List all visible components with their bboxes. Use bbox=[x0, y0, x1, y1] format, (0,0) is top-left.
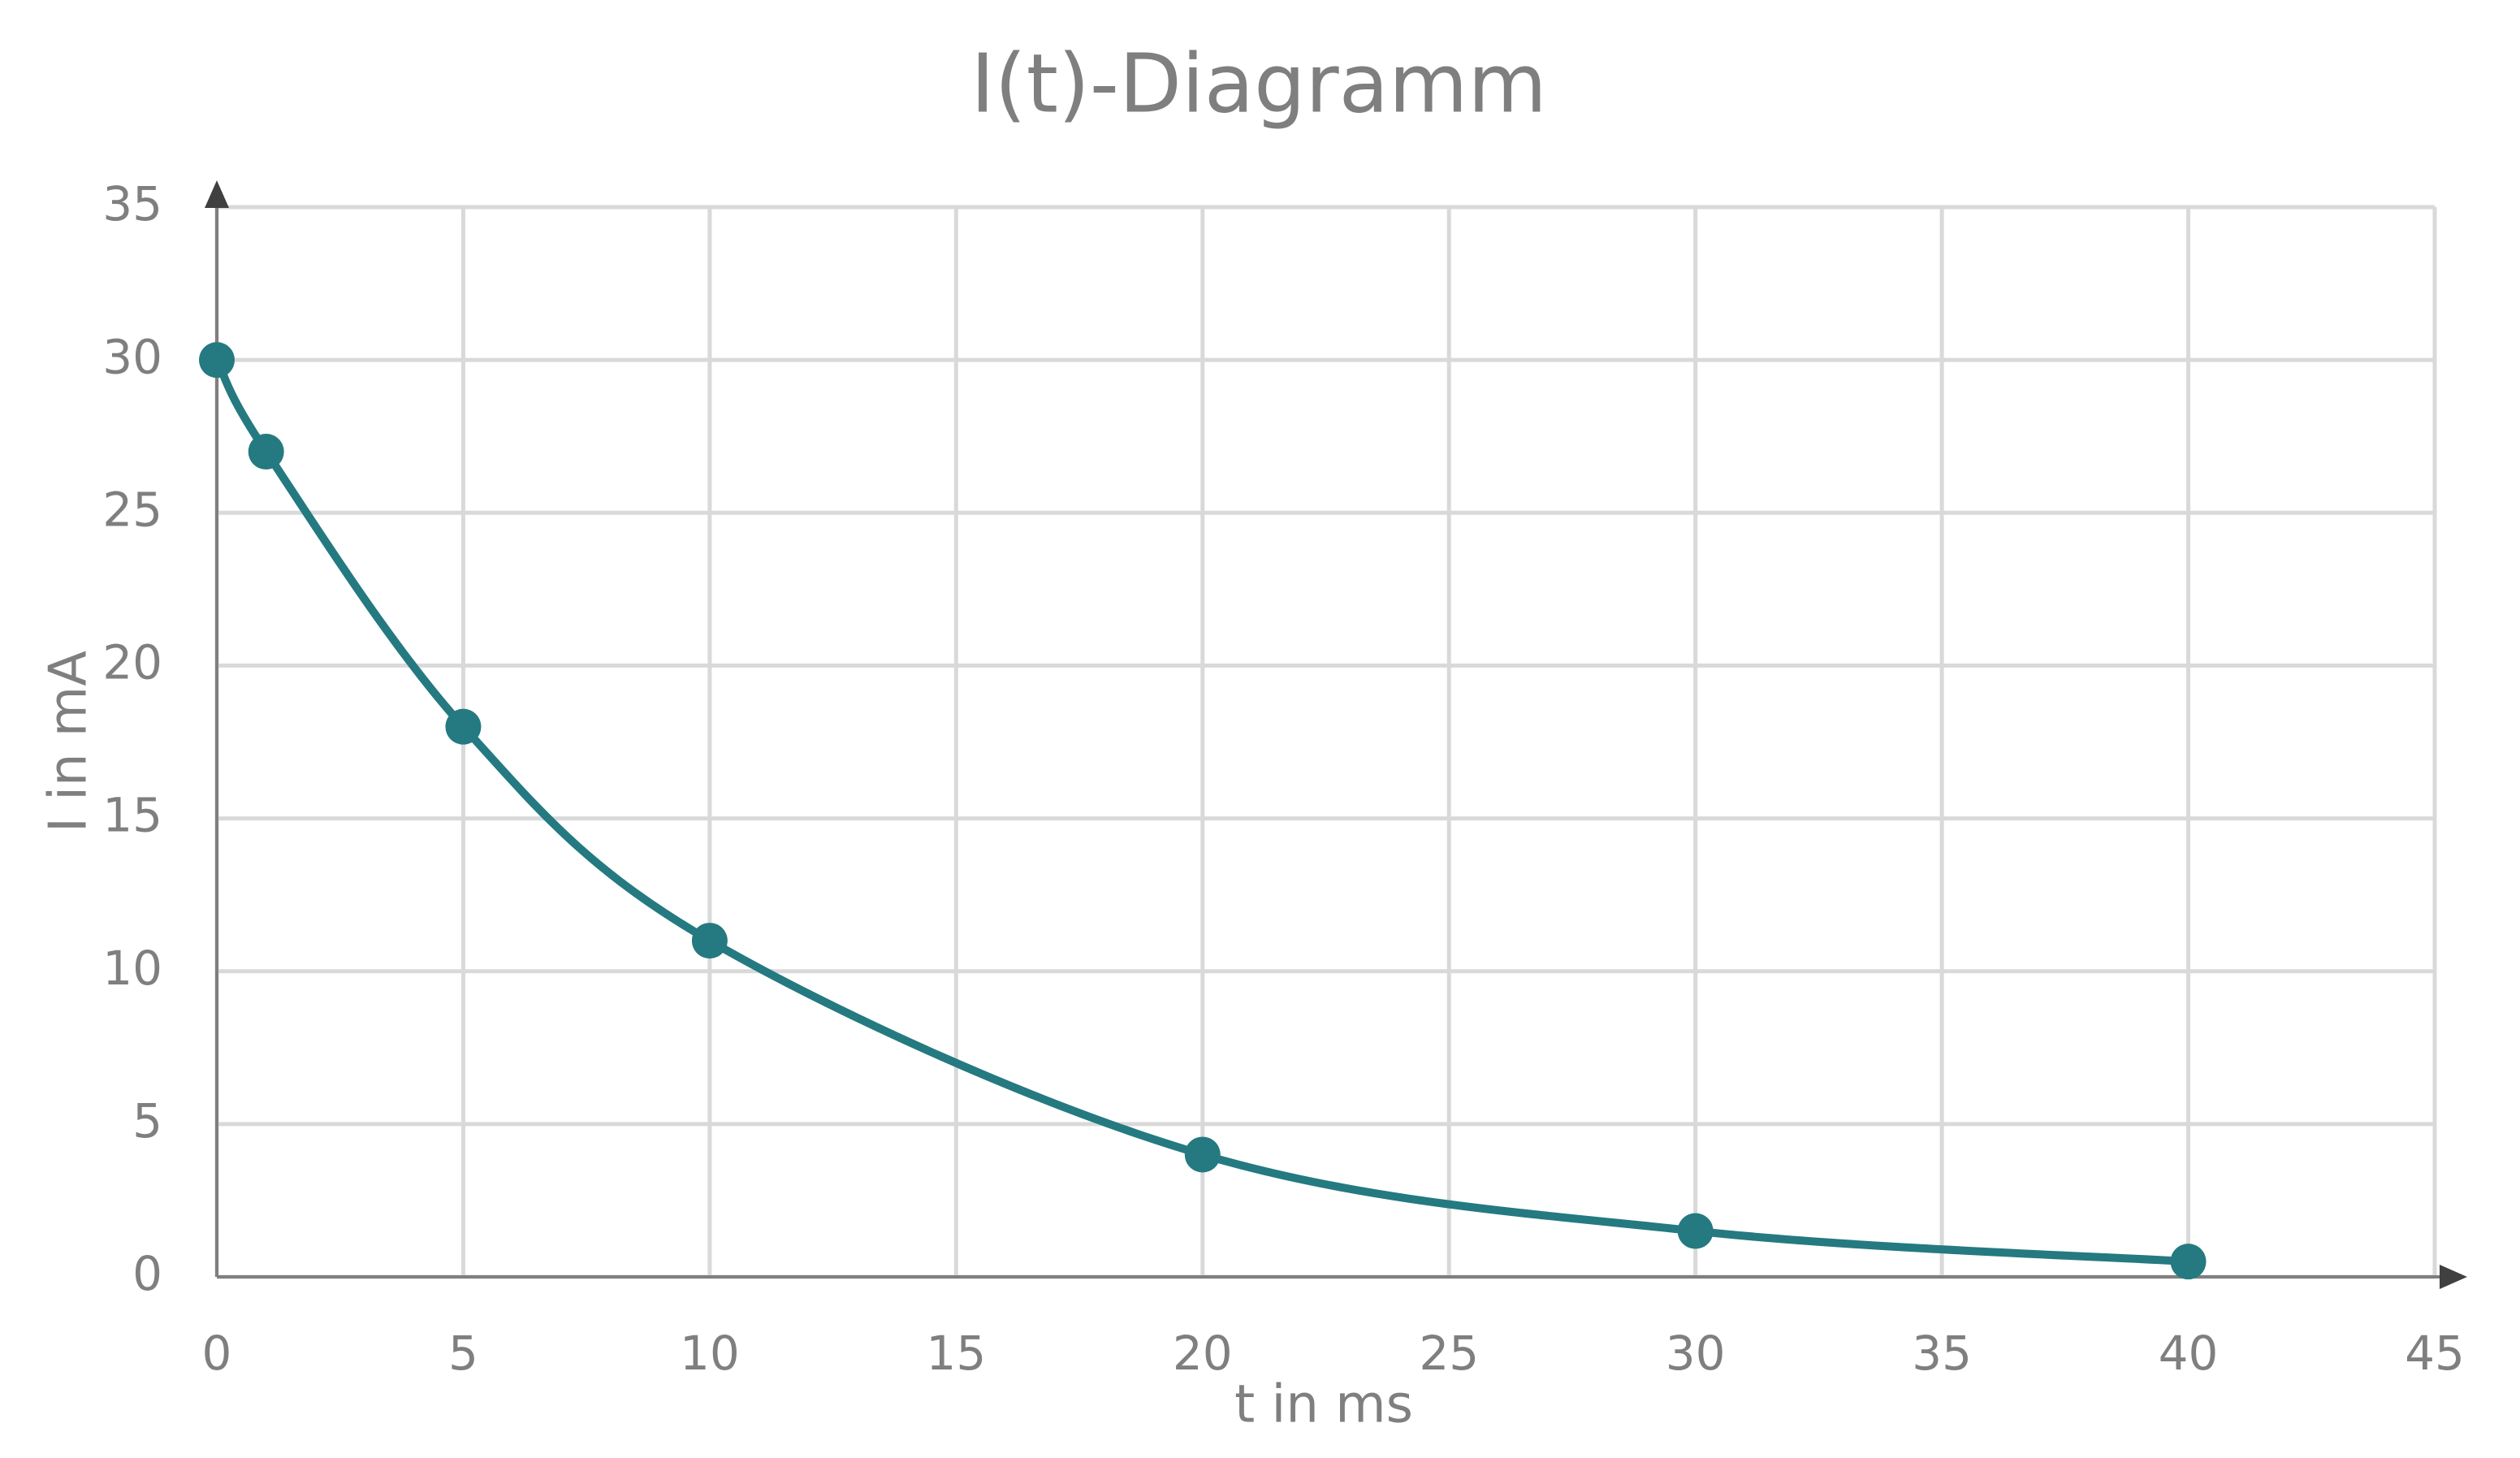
x-tick-label: 35 bbox=[1912, 1326, 1972, 1381]
x-tick-label: 30 bbox=[1666, 1326, 1726, 1381]
y-tick-label: 30 bbox=[102, 329, 162, 384]
x-tick-label: 10 bbox=[680, 1326, 740, 1381]
y-axis-arrow bbox=[205, 180, 229, 208]
y-tick-label: 0 bbox=[132, 1246, 162, 1301]
data-point bbox=[248, 434, 284, 470]
y-tick-label: 35 bbox=[102, 176, 162, 231]
x-tick-label: 45 bbox=[2405, 1326, 2465, 1381]
y-tick-label: 5 bbox=[132, 1093, 162, 1149]
y-tick-label: 15 bbox=[102, 788, 162, 843]
chart-title: I(t)-Diagramm bbox=[970, 36, 1547, 131]
data-point bbox=[1184, 1136, 1221, 1173]
x-tick-label: 40 bbox=[2159, 1326, 2219, 1381]
x-tick-label: 5 bbox=[448, 1326, 478, 1381]
data-point bbox=[2170, 1244, 2207, 1280]
y-tick-label: 25 bbox=[102, 482, 162, 537]
x-axis-label: t in ms bbox=[1234, 1375, 1413, 1435]
x-tick-label: 0 bbox=[202, 1326, 232, 1381]
data-point bbox=[445, 708, 482, 745]
series-line bbox=[213, 357, 2189, 1266]
x-tick-label: 15 bbox=[926, 1326, 986, 1381]
y-tick-label: 20 bbox=[102, 635, 162, 690]
x-tick-label: 20 bbox=[1173, 1326, 1233, 1381]
data-point bbox=[199, 342, 235, 379]
y-axis-label: I in mA bbox=[39, 651, 99, 833]
x-axis-arrow bbox=[2440, 1265, 2467, 1289]
y-tick-label: 10 bbox=[102, 941, 162, 996]
data-point bbox=[1677, 1213, 1714, 1249]
x-tick-label: 25 bbox=[1419, 1326, 1479, 1381]
data-point bbox=[691, 923, 728, 959]
